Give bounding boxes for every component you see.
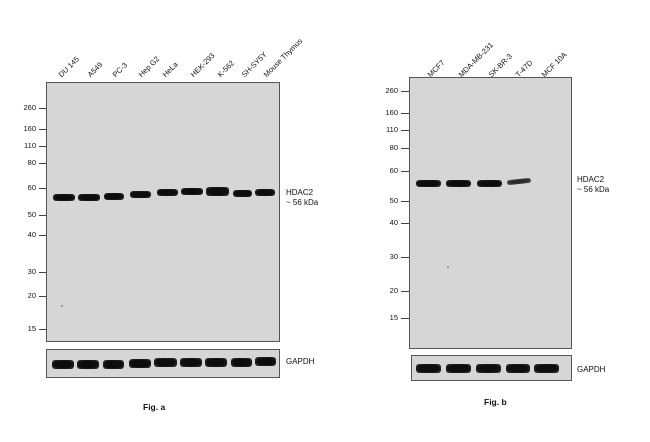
fig-b-mw-marker: 50 (389, 196, 398, 205)
fig-b-mw-marker: 80 (389, 143, 398, 152)
mw-tick (39, 296, 47, 297)
hdac2-band (181, 188, 203, 195)
gapdh-band (446, 364, 471, 373)
fig-b-gapdh-blot (411, 355, 572, 381)
fig-b-loading-label: GAPDH (577, 365, 606, 374)
hdac2-band (206, 187, 229, 196)
mw-tick (401, 257, 409, 258)
gapdh-band (154, 358, 177, 367)
mw-tick (39, 235, 47, 236)
hdac2-band (477, 180, 502, 187)
mw-tick (401, 148, 409, 149)
fig-a-lane-label: HEK-293 (188, 51, 217, 79)
mw-tick (401, 91, 409, 92)
gapdh-band (103, 360, 124, 369)
hdac2-band (78, 194, 100, 201)
hdac2-band (446, 180, 471, 187)
fig-a-lane-label: A549 (85, 60, 105, 79)
mw-tick (401, 291, 409, 292)
mw-tick (401, 201, 409, 202)
fig-a-mw-marker: 80 (27, 158, 36, 167)
fig-a-caption: Fig. a (143, 402, 166, 412)
mw-tick (39, 215, 47, 216)
fig-a-lane-label: DU 145 (56, 54, 81, 79)
gapdh-band (506, 364, 530, 373)
fig-b-mw-marker: 30 (389, 252, 398, 261)
mw-tick (39, 146, 47, 147)
gapdh-band (476, 364, 501, 373)
hdac2-band (233, 190, 252, 197)
fig-a-hdac2-blot (46, 82, 280, 342)
fig-b-mw-marker: 110 (386, 125, 398, 134)
fig-a-lane-label: Mouse Thymus (261, 36, 305, 79)
gapdh-band (255, 357, 276, 366)
mw-tick (39, 188, 47, 189)
gapdh-band (205, 358, 227, 367)
gapdh-band (416, 364, 441, 373)
fig-b-lane-label: SK-BR-3 (486, 51, 514, 79)
gapdh-band (129, 359, 151, 368)
fig-b-lane-label: MCF7 (425, 58, 447, 79)
mw-tick (401, 130, 409, 131)
fig-b-lane-label: T-47D (513, 58, 535, 79)
fig-b-mw-marker: 20 (389, 286, 398, 295)
fig-a-mw-marker: 30 (27, 267, 36, 276)
gapdh-band (52, 360, 74, 369)
mw-tick (39, 329, 47, 330)
fig-b-mw-marker: 160 (385, 108, 398, 117)
gapdh-band (534, 364, 559, 373)
blot-speck (447, 266, 449, 268)
mw-tick (39, 272, 47, 273)
fig-a-lane-label: K-562 (215, 58, 237, 79)
fig-a-mw-marker: 260 (23, 103, 36, 112)
mw-tick (39, 108, 47, 109)
mw-tick (401, 223, 409, 224)
fig-b-mw-marker: 40 (389, 218, 398, 227)
fig-a-mw-marker: 110 (24, 141, 36, 150)
hdac2-band (506, 177, 532, 186)
mw-tick (39, 129, 47, 130)
hdac2-band (130, 191, 151, 198)
fig-a-loading-label: GAPDH (286, 357, 315, 366)
gapdh-band (180, 358, 202, 367)
mw-tick (39, 163, 47, 164)
mw-tick (401, 171, 409, 172)
fig-b-caption: Fig. b (484, 397, 507, 407)
blot-speck (61, 305, 63, 307)
gapdh-band (231, 358, 252, 367)
fig-a-target-size: ~ 56 kDa (286, 198, 319, 207)
hdac2-band (104, 193, 124, 200)
fig-a-lane-label: Hep G2 (136, 54, 162, 79)
fig-a-mw-marker: 60 (27, 183, 36, 192)
hdac2-band (157, 189, 178, 196)
fig-b-mw-marker: 260 (385, 86, 398, 95)
mw-tick (401, 113, 409, 114)
fig-a-mw-marker: 15 (27, 324, 36, 333)
hdac2-band (416, 180, 441, 187)
fig-b-target-label: HDAC2 (577, 175, 605, 184)
hdac2-band (255, 189, 275, 196)
fig-a-mw-marker: 50 (27, 210, 36, 219)
mw-tick (401, 318, 409, 319)
fig-b-target-size: ~ 56 kDa (577, 185, 610, 194)
fig-b-mw-marker: 15 (389, 313, 398, 322)
fig-b-lane-label: MCF 10A (539, 50, 569, 79)
fig-a-lane-label: PC-3 (110, 60, 130, 79)
fig-a-gapdh-blot (46, 349, 280, 378)
fig-a-target-label: HDAC2 (286, 188, 314, 197)
hdac2-band (53, 194, 75, 201)
fig-a-mw-marker: 20 (27, 291, 36, 300)
gapdh-band (77, 360, 99, 369)
fig-a-mw-marker: 40 (27, 230, 36, 239)
fig-b-hdac2-blot (409, 77, 572, 349)
fig-a-lane-label: HeLa (160, 59, 180, 79)
fig-a-mw-marker: 160 (23, 124, 36, 133)
fig-b-mw-marker: 60 (389, 166, 398, 175)
